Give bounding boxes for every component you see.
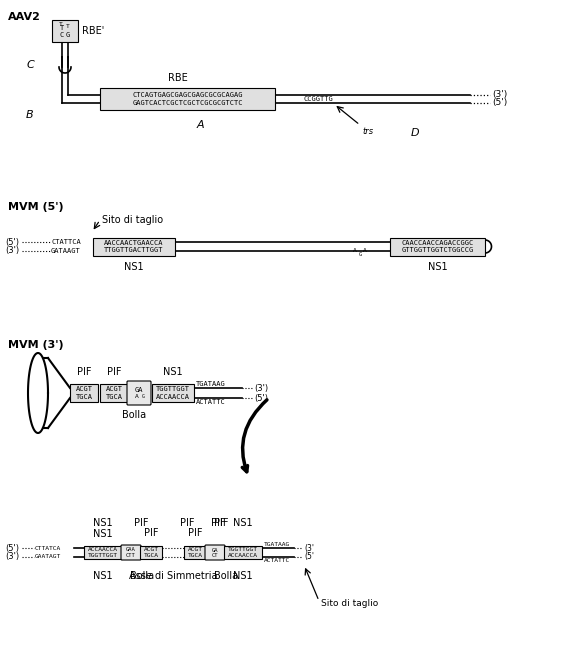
Text: GA: GA xyxy=(135,387,143,393)
FancyBboxPatch shape xyxy=(121,545,141,560)
Text: Bolla: Bolla xyxy=(122,410,146,420)
FancyBboxPatch shape xyxy=(70,384,98,402)
Text: RBE': RBE' xyxy=(82,26,104,36)
Text: (5'): (5') xyxy=(5,237,19,247)
Text: (5'): (5') xyxy=(5,543,19,553)
Text: TGATAAG: TGATAAG xyxy=(264,542,290,547)
Text: MVM (3'): MVM (3') xyxy=(8,340,63,350)
Text: Sito di taglio: Sito di taglio xyxy=(102,215,163,225)
Text: A: A xyxy=(353,247,357,252)
FancyBboxPatch shape xyxy=(224,546,262,559)
Text: (3'): (3') xyxy=(5,553,19,562)
FancyBboxPatch shape xyxy=(93,237,175,256)
FancyBboxPatch shape xyxy=(100,88,275,110)
Text: Asse di Simmetria: Asse di Simmetria xyxy=(129,571,217,581)
Text: ACGT
TGCA: ACGT TGCA xyxy=(75,387,93,400)
Text: B: B xyxy=(26,110,34,120)
Text: PIF: PIF xyxy=(144,528,158,538)
FancyBboxPatch shape xyxy=(184,546,206,559)
Text: C: C xyxy=(26,60,34,70)
Text: PIF: PIF xyxy=(188,528,202,538)
Text: GAA
CTT: GAA CTT xyxy=(126,547,136,558)
Text: NS1: NS1 xyxy=(233,571,253,581)
Text: (3'): (3') xyxy=(492,90,507,99)
Text: AACCAACTGAACCA
TTGGTTGACTTGGT: AACCAACTGAACCA TTGGTTGACTTGGT xyxy=(104,240,164,253)
Text: C: C xyxy=(60,32,64,38)
Text: (3'): (3') xyxy=(5,247,19,256)
FancyBboxPatch shape xyxy=(152,384,194,402)
Text: ACTATTC: ACTATTC xyxy=(264,558,290,563)
Text: G: G xyxy=(142,394,145,400)
Text: T: T xyxy=(59,22,63,27)
Text: NS1: NS1 xyxy=(124,262,144,273)
Text: Bolla: Bolla xyxy=(130,571,154,581)
Text: TGGTTGGT
ACCAACCA: TGGTTGGT ACCAACCA xyxy=(156,387,190,400)
Text: G: G xyxy=(66,32,70,38)
Text: NS1: NS1 xyxy=(93,571,113,581)
Text: (5'): (5') xyxy=(254,394,268,402)
Text: D: D xyxy=(411,128,419,138)
Text: ACGT
TGCA: ACGT TGCA xyxy=(143,547,158,558)
Text: A: A xyxy=(363,247,367,252)
Text: ACGT
TGCA: ACGT TGCA xyxy=(105,387,123,400)
Text: GATAAGT: GATAAGT xyxy=(51,248,81,254)
Text: PIF: PIF xyxy=(180,518,194,528)
Text: CAACCAACCAGACCGGC
GTTGGTTGGTCTGGCCG: CAACCAACCAGACCGGC GTTGGTTGGTCTGGCCG xyxy=(401,240,473,253)
Text: T: T xyxy=(66,24,70,29)
Text: Bolla: Bolla xyxy=(214,571,238,581)
Text: CCGGTTG: CCGGTTG xyxy=(303,96,333,102)
Text: TGATAAG: TGATAAG xyxy=(196,381,226,387)
Text: NS1: NS1 xyxy=(93,518,113,528)
Text: ACGT
TGCA: ACGT TGCA xyxy=(188,547,203,558)
Text: AAV2: AAV2 xyxy=(8,12,41,22)
Text: ACCAACCA
TGGTTGGT: ACCAACCA TGGTTGGT xyxy=(88,547,118,558)
Text: NS1: NS1 xyxy=(428,262,448,273)
Text: A: A xyxy=(196,120,204,130)
Text: GA: GA xyxy=(212,548,218,553)
Text: CT: CT xyxy=(212,553,218,558)
Text: RBE: RBE xyxy=(168,73,187,83)
FancyBboxPatch shape xyxy=(100,384,128,402)
Text: G: G xyxy=(358,252,362,256)
Text: A: A xyxy=(135,394,139,400)
Text: Sito di taglio: Sito di taglio xyxy=(321,598,378,608)
Text: NS1: NS1 xyxy=(163,367,183,377)
Text: GAATAGT: GAATAGT xyxy=(35,555,61,560)
FancyBboxPatch shape xyxy=(84,546,122,559)
Text: NS1: NS1 xyxy=(93,529,113,539)
FancyBboxPatch shape xyxy=(127,381,151,405)
Text: (5': (5' xyxy=(304,553,314,562)
Text: CTTATCA: CTTATCA xyxy=(35,545,61,551)
Text: CTCAGTGAGCGAGCGAGCGCGCAGAG
GAGTCACTCGCTCGCTCGCGCGTCTC: CTCAGTGAGCGAGCGAGCGCGCAGAG GAGTCACTCGCTC… xyxy=(132,92,242,106)
Text: TGGTTGGT
ACCAACCA: TGGTTGGT ACCAACCA xyxy=(228,547,258,558)
Text: PIF: PIF xyxy=(77,367,91,377)
Text: NS1: NS1 xyxy=(233,518,253,528)
FancyBboxPatch shape xyxy=(140,546,162,559)
Text: PIF: PIF xyxy=(214,518,228,528)
Text: (3'): (3') xyxy=(254,383,268,392)
Text: ACTATTC: ACTATTC xyxy=(196,399,226,405)
Text: (3': (3' xyxy=(304,543,314,553)
FancyBboxPatch shape xyxy=(52,20,78,42)
Text: T: T xyxy=(60,25,64,31)
Text: MVM (5'): MVM (5') xyxy=(8,202,63,212)
Text: trs: trs xyxy=(362,127,373,136)
Text: CTATTCA: CTATTCA xyxy=(51,239,81,245)
Text: PIF: PIF xyxy=(211,518,225,528)
Text: (5'): (5') xyxy=(492,99,507,107)
Text: PIF: PIF xyxy=(107,367,122,377)
FancyBboxPatch shape xyxy=(205,545,225,560)
FancyBboxPatch shape xyxy=(390,237,485,256)
Text: PIF: PIF xyxy=(134,518,148,528)
